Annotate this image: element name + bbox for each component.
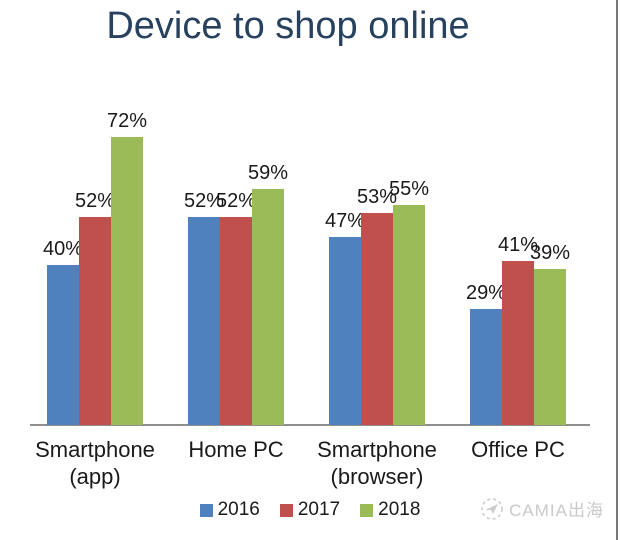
legend-label-2017: 2017: [297, 499, 341, 520]
bar-value-label-2017-category-2: 53%: [356, 186, 398, 208]
bar-2017-category-0: [79, 217, 111, 425]
category-label-3: Office PC: [471, 437, 565, 462]
bar-value-label-2018-category-3: 39%: [529, 242, 571, 264]
bar-2018-category-2: [393, 205, 425, 425]
category-label-1: Home PC: [188, 437, 284, 462]
legend-label-2016: 2016: [217, 499, 260, 520]
bar-value-label-2018-category-0: 72%: [106, 110, 148, 132]
chart-title: Device to shop online: [106, 5, 470, 47]
legend-swatch-2018: [360, 503, 374, 517]
category-label-2: Smartphone (browser): [317, 437, 437, 489]
legend-item-2016: 2016: [199, 499, 260, 521]
bar-2016-category-3: [470, 309, 502, 425]
bar-value-label-2016-category-1: 52%: [183, 190, 225, 212]
paper-plane-in-dashed-circle-icon: [480, 497, 504, 521]
bar-value-label-2016-category-2: 47%: [324, 210, 366, 232]
screenshot-edge-line: [616, 0, 618, 540]
bar-value-label-2018-category-2: 55%: [388, 178, 430, 200]
watermark: CAMIA出海: [480, 496, 604, 521]
legend-swatch-2017: [279, 503, 293, 517]
bar-2017-category-3: [502, 261, 534, 425]
legend-label-2018: 2018: [378, 499, 421, 520]
legend-item-2017: 2017: [279, 499, 341, 521]
chart-legend: 2016 2017 2018: [0, 499, 620, 521]
bar-value-label-2016-category-3: 29%: [465, 282, 507, 304]
legend-swatch-2016: [199, 503, 213, 517]
bar-2016-category-1: [188, 217, 220, 425]
bar-2018-category-0: [111, 137, 143, 425]
bar-2017-category-1: [220, 217, 252, 425]
bar-2017-category-2: [361, 213, 393, 425]
bar-value-label-2016-category-0: 40%: [42, 238, 84, 260]
bar-value-label-2017-category-0: 52%: [74, 190, 116, 212]
bar-value-label-2017-category-3: 41%: [497, 234, 539, 256]
bar-2016-category-2: [329, 237, 361, 425]
x-axis-line: [30, 424, 590, 426]
bar-2018-category-1: [252, 189, 284, 425]
bar-2016-category-0: [47, 265, 79, 425]
bar-value-label-2017-category-1: 52%: [215, 190, 257, 212]
bar-value-label-2018-category-1: 59%: [247, 162, 289, 184]
category-label-0: Smartphone (app): [35, 437, 155, 489]
bar-2018-category-3: [534, 269, 566, 425]
legend-item-2018: 2018: [360, 499, 420, 521]
watermark-text: CAMIA出海: [509, 501, 604, 520]
